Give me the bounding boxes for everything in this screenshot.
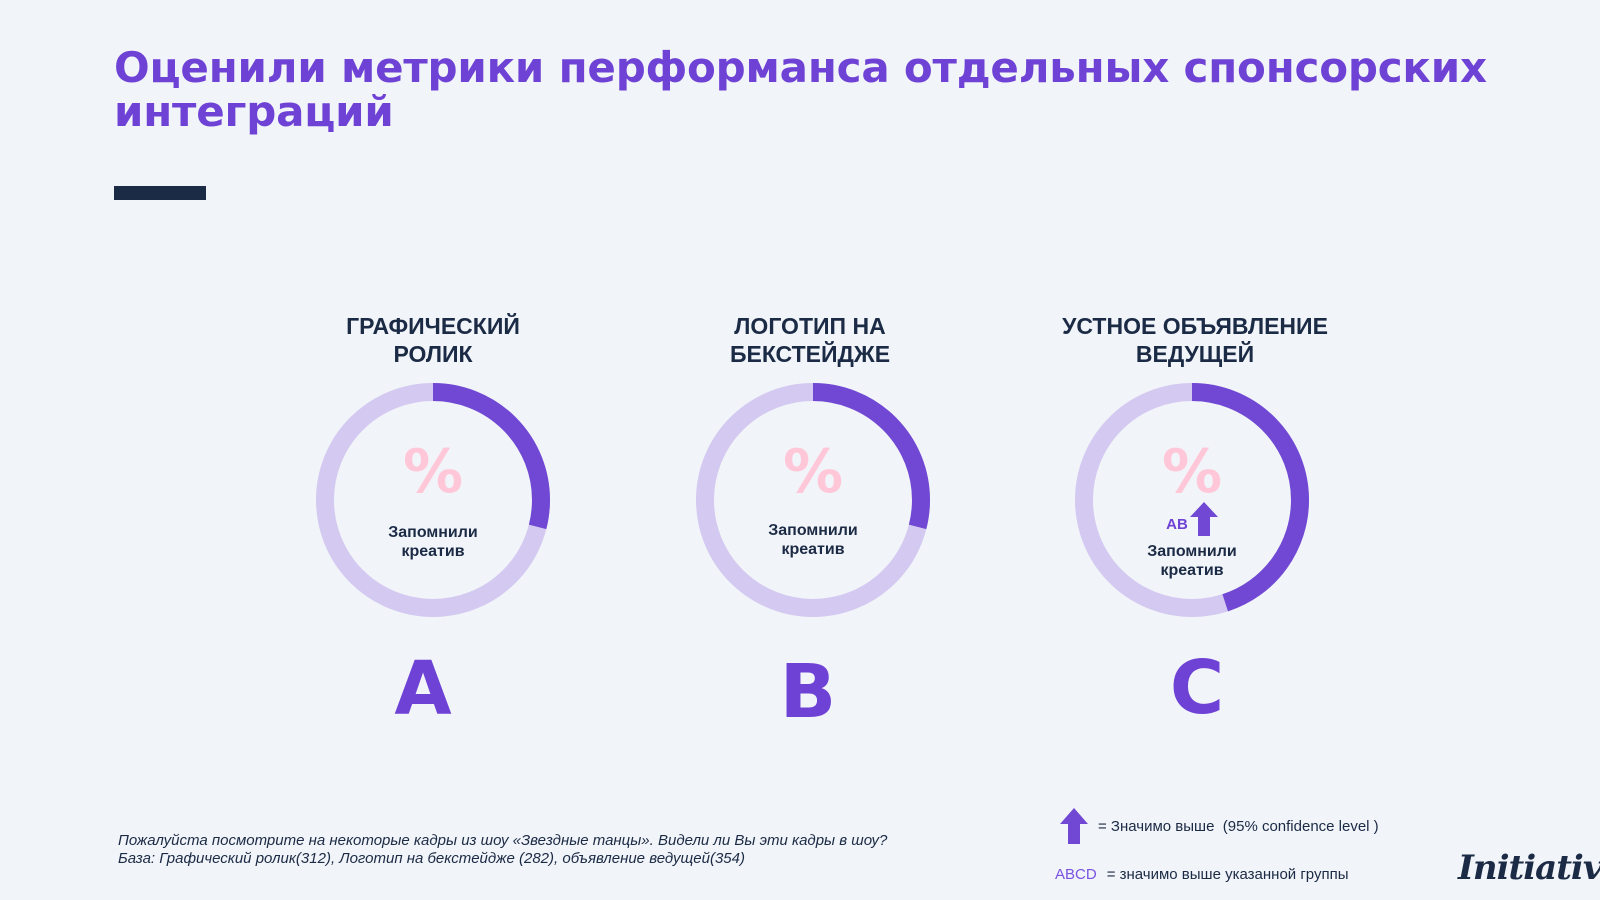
title-accent-bar	[114, 186, 206, 200]
significance-marker: AB	[1072, 502, 1312, 536]
legend-abcd-row: ABCD = значимо выше указанной группы	[1055, 866, 1349, 883]
legend-abcd-label: ABCD	[1055, 866, 1097, 883]
legend-arrow-text: = Значимо выше (95% confidence level )	[1098, 817, 1379, 835]
donut-value-arc	[696, 383, 930, 617]
donut-caption: Запомнили креатив	[1147, 543, 1237, 579]
legend-arrow-row: = Значимо выше (95% confidence level )	[1060, 808, 1379, 844]
donut-value-arc	[1075, 383, 1309, 617]
panel-heading: ЛОГОТИП НА БЕКСТЕЙДЖЕ	[729, 313, 891, 367]
donut-chart: % Запомнили креатив	[693, 380, 933, 620]
significance-letters: AB	[1166, 516, 1188, 533]
donut-svg	[1075, 383, 1309, 617]
donut-svg	[316, 383, 550, 617]
footnote-base: База: Графический ролик(312), Логотип на…	[118, 850, 745, 867]
percent-label: %	[402, 437, 464, 507]
donut-chart: % Запомнили креатив	[313, 380, 553, 620]
footnote-question: Пожалуйста посмотрите на некоторые кадры…	[118, 832, 888, 849]
panel-heading: ГРАФИЧЕСКИЙ РОЛИК	[346, 313, 520, 367]
donut-caption: Запомнили креатив	[388, 524, 478, 560]
panel-heading: УСТНОЕ ОБЪЯВЛЕНИЕ ВЕДУЩЕЙ	[1062, 313, 1328, 367]
group-letter: C	[1169, 645, 1225, 731]
donut-caption: Запомнили креатив	[768, 522, 858, 558]
donut-chart: % AB Запомнили креатив	[1072, 380, 1312, 620]
donut-value-arc	[316, 383, 550, 617]
percent-label: %	[1161, 437, 1223, 507]
group-letter: B	[779, 649, 837, 735]
legend-abcd-text: = значимо выше указанной группы	[1106, 866, 1349, 883]
footnote: Пожалуйста посмотрите на некоторые кадры…	[118, 832, 887, 868]
up-arrow-icon	[1060, 808, 1088, 844]
percent-label: %	[782, 437, 844, 507]
initiative-logo: Initiative	[1458, 848, 1600, 888]
group-letter: A	[394, 646, 452, 732]
page-title: Оценили метрики перформанса отдельных сп…	[114, 43, 1487, 136]
up-arrow-icon	[1189, 502, 1218, 536]
donut-svg	[696, 383, 930, 617]
